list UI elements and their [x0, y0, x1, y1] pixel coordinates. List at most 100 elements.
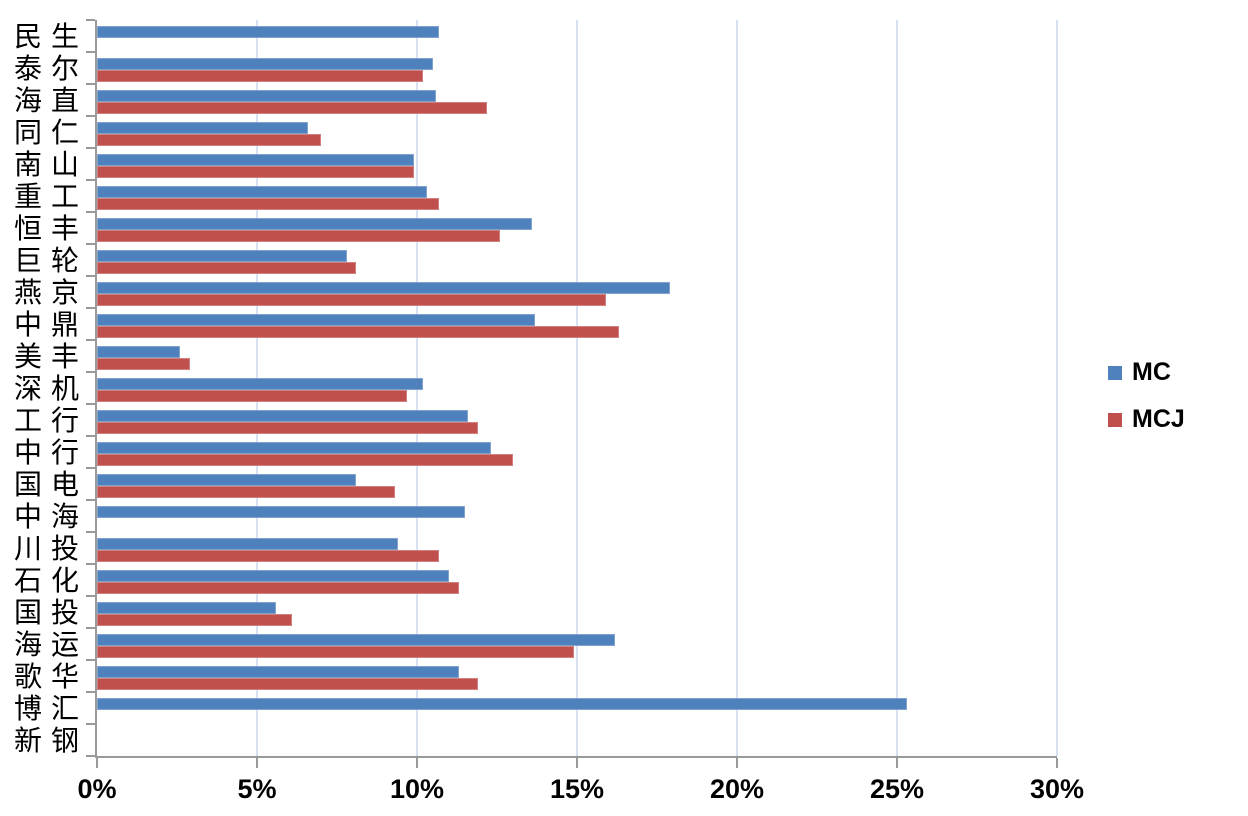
y-axis-tick	[86, 51, 95, 53]
gridline	[576, 20, 578, 756]
mcj-bar	[97, 294, 606, 306]
y-axis-tick	[86, 659, 95, 661]
x-axis-tick-label: 10%	[389, 774, 445, 804]
category-label: 恒丰	[14, 212, 89, 245]
mcj-bar	[97, 646, 574, 658]
mcj-bar	[97, 614, 293, 626]
y-axis-tick	[86, 595, 95, 597]
x-axis-tick-label: 30%	[1029, 774, 1085, 804]
mc-bar	[97, 570, 449, 582]
mc-bar	[97, 634, 616, 646]
y-axis-tick	[86, 243, 95, 245]
category-label: 巨轮	[14, 244, 89, 277]
mc-bar	[97, 442, 491, 454]
category-label: 南山	[14, 148, 89, 181]
mcj-bar	[97, 678, 478, 690]
category-label: 海直	[14, 84, 89, 117]
mcj-bar	[97, 454, 513, 466]
x-axis-tick	[1056, 758, 1058, 768]
y-axis-tick	[86, 147, 95, 149]
x-axis-tick-label: 20%	[709, 774, 765, 804]
x-axis-tick	[896, 758, 898, 768]
mcj-bar	[97, 486, 395, 498]
y-axis-tick	[86, 499, 95, 501]
legend-label-mcj: MCJ	[1132, 405, 1185, 433]
x-axis-tick	[256, 758, 258, 768]
mcj-bar	[97, 326, 619, 338]
mc-bar	[97, 250, 347, 262]
mc-bar	[97, 698, 907, 710]
gridline	[736, 20, 738, 756]
mc-bar	[97, 186, 427, 198]
mc-bar	[97, 378, 424, 390]
category-label: 同仁	[14, 116, 89, 149]
mcj-bar	[97, 198, 440, 210]
y-axis-tick	[86, 83, 95, 85]
mc-bar	[97, 26, 440, 38]
category-label: 美丰	[14, 340, 89, 373]
mc-bar	[97, 346, 181, 358]
y-axis-tick	[86, 19, 95, 21]
mc-bar	[97, 474, 357, 486]
category-label: 石化	[14, 564, 89, 597]
mcj-bar	[97, 134, 321, 146]
mc-bar	[97, 58, 433, 70]
mcj-bar	[97, 358, 190, 370]
x-axis-tick	[416, 758, 418, 768]
x-axis-tick-label: 5%	[237, 774, 277, 804]
mc-bar	[97, 122, 309, 134]
y-axis-tick	[86, 435, 95, 437]
mc-bar	[97, 314, 536, 326]
mcj-bar	[97, 70, 424, 82]
mcj-bar	[97, 166, 414, 178]
mcj-bar	[97, 390, 408, 402]
y-axis-tick	[86, 371, 95, 373]
category-label: 博汇	[14, 692, 89, 725]
y-axis-tick	[86, 531, 95, 533]
y-axis-tick	[86, 755, 95, 757]
category-label: 中鼎	[14, 308, 89, 341]
category-label: 重工	[14, 180, 89, 213]
mc-bar	[97, 90, 437, 102]
mcj-bar	[97, 102, 488, 114]
mc-bar	[97, 282, 670, 294]
category-label: 中行	[14, 436, 89, 469]
x-axis-tick	[736, 758, 738, 768]
y-axis-tick	[86, 275, 95, 277]
legend-item-mcj: MCJ	[1108, 407, 1185, 432]
mc-bar	[97, 666, 459, 678]
category-label: 深机	[14, 372, 89, 405]
gridline	[1056, 20, 1058, 756]
legend: MC MCJ	[1108, 360, 1185, 432]
legend-label-mc: MC	[1132, 358, 1171, 386]
category-label: 川投	[14, 532, 89, 565]
category-label: 海运	[14, 628, 89, 661]
y-axis-tick	[86, 723, 95, 725]
category-label: 泰尔	[14, 52, 89, 85]
category-label: 国电	[14, 468, 89, 501]
y-axis-tick	[86, 339, 95, 341]
mcj-bar	[97, 550, 440, 562]
category-label: 国投	[14, 596, 89, 629]
y-axis-tick	[86, 691, 95, 693]
y-axis-tick	[86, 563, 95, 565]
category-label: 工行	[14, 404, 89, 437]
mcj-series-swatch-icon	[1108, 412, 1122, 427]
x-axis-tick	[576, 758, 578, 768]
y-axis-tick	[86, 179, 95, 181]
y-axis-tick	[86, 211, 95, 213]
category-label: 民生	[14, 20, 89, 53]
gridline	[896, 20, 898, 756]
mcj-bar	[97, 262, 357, 274]
mc-bar	[97, 602, 277, 614]
category-label: 燕京	[14, 276, 89, 309]
mc-series-swatch-icon	[1108, 365, 1122, 380]
mcj-bar	[97, 230, 501, 242]
x-axis-tick	[96, 758, 98, 768]
x-axis-tick-label: 25%	[869, 774, 925, 804]
y-axis-tick	[86, 627, 95, 629]
legend-item-mc: MC	[1108, 360, 1185, 385]
mc-bar	[97, 154, 414, 166]
x-axis-tick-label: 0%	[77, 774, 117, 804]
mc-bar	[97, 218, 533, 230]
